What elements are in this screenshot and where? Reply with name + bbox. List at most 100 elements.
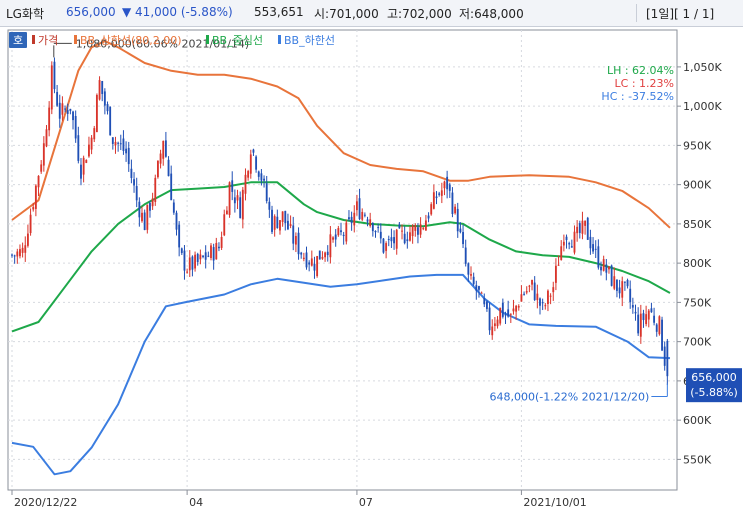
candle-body [634, 311, 637, 314]
candle-body [255, 156, 258, 170]
candle-body [326, 251, 329, 256]
candle-body [666, 340, 669, 377]
candle-body [149, 202, 151, 211]
candle-body [305, 252, 308, 268]
candle-body [167, 159, 170, 177]
candle-body [507, 309, 510, 317]
candle-body [64, 108, 66, 110]
candle-body [159, 153, 162, 164]
candle-body [467, 263, 470, 275]
candle-body [241, 189, 244, 220]
period-selector[interactable]: [1일][ 1 / 1] [646, 7, 715, 21]
candle-body [605, 264, 608, 273]
candle-body [499, 307, 502, 324]
candle-body [297, 232, 300, 255]
candle-body [310, 258, 313, 266]
candle-body [547, 290, 549, 305]
legend-swatch [278, 35, 281, 44]
low-price: 저:648,000 [459, 7, 524, 21]
candle-body [592, 244, 594, 252]
candle-body [66, 110, 69, 114]
candle-body [626, 279, 629, 287]
candle-body [244, 174, 247, 194]
candle-body [536, 293, 539, 301]
upper-band-line [11, 40, 671, 229]
candle-body [186, 271, 189, 273]
candle-body [568, 243, 571, 245]
candle-body [13, 255, 16, 257]
candle-body [98, 80, 101, 100]
candle-body [204, 252, 207, 260]
candle-body [645, 314, 648, 325]
y-tick-label: 700K [683, 336, 712, 349]
candle-body [358, 198, 361, 220]
candle-body [88, 144, 90, 157]
candle-body [478, 286, 480, 290]
candle-body [109, 106, 112, 136]
candle-body [42, 143, 45, 166]
y-tick-label: 600K [683, 414, 712, 427]
candle-body [443, 181, 446, 189]
candle-body [409, 232, 411, 241]
candle-body [143, 212, 146, 231]
legend-swatch [206, 35, 209, 44]
candle-body [183, 250, 186, 271]
candle-body [191, 256, 194, 270]
candle-body [496, 319, 499, 327]
candle-body [390, 237, 393, 242]
candle-body [95, 94, 98, 133]
candle-body [225, 210, 228, 215]
legend: 호 가격 BB_상한선(80,2.00) BB_중심선 BB_하한선 [9, 32, 335, 48]
candle-body [16, 251, 19, 257]
candle-body [382, 238, 385, 253]
candle-body [406, 239, 409, 242]
candle-body [50, 65, 53, 110]
candle-body [199, 254, 202, 260]
candle-body [287, 220, 289, 230]
candle-body [53, 61, 56, 90]
candle-body [106, 104, 109, 112]
candle-body [252, 149, 255, 153]
candle-body [170, 173, 173, 201]
candle-body [332, 237, 334, 240]
candle-body [586, 217, 589, 240]
candle-body [276, 216, 279, 229]
x-tick-label: 04 [189, 496, 203, 509]
price-chart[interactable]: 1,080,000(60.06% 2021/01/14) 648,000(-1.2… [0, 26, 743, 510]
candle-body [456, 208, 459, 232]
candle-body [509, 313, 512, 315]
candle-body [565, 236, 568, 241]
y-tick-label: 550K [683, 453, 712, 466]
candle-body [321, 256, 324, 259]
candles [11, 57, 669, 386]
candle-body [454, 206, 457, 214]
candle-body [430, 204, 433, 215]
candle-body [374, 230, 377, 233]
candle-body [24, 245, 27, 253]
candle-body [661, 319, 663, 351]
candle-body [273, 216, 276, 230]
candle-body [114, 141, 117, 146]
candle-body [422, 228, 425, 230]
price-tag-value: 656,000 [691, 371, 737, 384]
candle-body [350, 216, 353, 224]
x-axis: 2020/12/22 04 07 2021/10/01 [11, 490, 587, 509]
stock-name[interactable]: LG화학 [6, 7, 45, 21]
high-price: 고:702,000 [387, 7, 452, 21]
x-tick-label: 2021/10/01 [523, 496, 586, 509]
candle-body [544, 305, 547, 307]
candle-body [279, 220, 281, 231]
candle-body [284, 210, 287, 224]
divider [636, 4, 637, 22]
candle-body [491, 326, 494, 336]
candle-body [268, 201, 271, 210]
candle-body [520, 294, 523, 302]
candle-body [462, 232, 464, 245]
candle-body [58, 102, 61, 119]
candle-body [658, 316, 661, 335]
candle-body [141, 212, 143, 222]
candle-body [324, 252, 327, 258]
candle-body [119, 143, 122, 145]
candle-body [32, 207, 35, 210]
candle-body [472, 276, 475, 285]
